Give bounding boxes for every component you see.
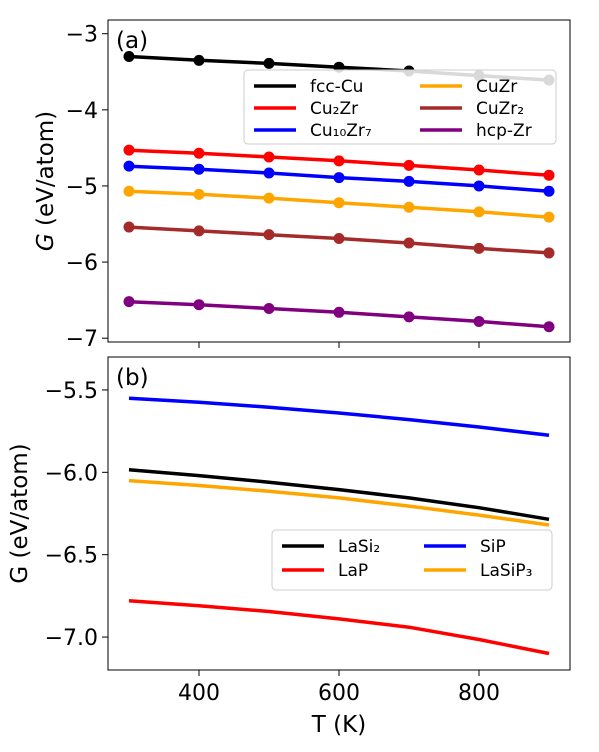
ytick-label: −4 [66, 99, 98, 124]
data-point [263, 57, 275, 69]
panel-b-legend: LaSi₂ LaP SiP LaSiP₃ [271, 529, 553, 591]
series-line [128, 468, 550, 522]
data-point [543, 211, 555, 223]
data-point [473, 315, 485, 327]
legend-entry: LaSiP₃ [480, 561, 532, 581]
data-point [263, 167, 275, 179]
data-point [403, 237, 415, 249]
data-point [403, 311, 415, 323]
legend-entry: SiP [480, 537, 506, 557]
ytick-label: −3 [66, 23, 98, 48]
panel-a-label: (a) [116, 28, 148, 54]
data-point [333, 155, 345, 167]
data-point [193, 299, 205, 311]
data-point [333, 232, 345, 244]
data-point [263, 229, 275, 241]
data-point [333, 172, 345, 184]
panel-a-ylabel-unit: (eV/atom) [33, 111, 59, 233]
legend-entry: hcp-Zr [476, 121, 532, 141]
data-point [123, 185, 135, 197]
panel-b-ticks: −5.5 −6.0 −6.5 −7.0 400 600 800 [45, 379, 500, 706]
data-point [473, 242, 485, 254]
ytick-label: −5.5 [45, 379, 98, 404]
ytick-label: −5 [66, 175, 98, 200]
data-point [193, 147, 205, 159]
xtick-label: 400 [178, 681, 220, 706]
panel-b-lines [128, 396, 550, 656]
legend-entry: LaP [338, 561, 368, 581]
ytick-label: −6 [66, 251, 98, 276]
xtick-label: 600 [318, 681, 360, 706]
data-point [263, 192, 275, 204]
legend-entry: fcc-Cu [310, 77, 363, 97]
legend-entry: CuZr [476, 77, 517, 97]
ytick-label: −6.5 [45, 544, 98, 569]
data-point [543, 185, 555, 197]
ytick-label: −6.0 [45, 461, 98, 486]
data-point [123, 296, 135, 308]
ytick-label: −7.0 [45, 626, 98, 651]
data-point [263, 303, 275, 315]
data-point [543, 247, 555, 259]
legend-box [271, 529, 553, 591]
data-point [193, 163, 205, 175]
panel-b-xlabel: T (K) [311, 712, 366, 738]
panel-a-ticks: −3 −4 −5 −6 −7 [66, 23, 480, 352]
legend-entry: Cu₁₀Zr₇ [310, 121, 372, 141]
ytick-label: −7 [66, 327, 98, 352]
data-point [403, 159, 415, 171]
data-point [123, 144, 135, 156]
data-point [403, 175, 415, 187]
data-point [333, 197, 345, 209]
panel-b: −5.5 −6.0 −6.5 −7.0 400 600 800 (b) G (eV/atom… [7, 356, 571, 738]
data-point [473, 180, 485, 192]
data-point [543, 169, 555, 181]
series-line [128, 396, 550, 438]
data-point [123, 221, 135, 233]
data-point [193, 225, 205, 237]
data-point [473, 164, 485, 176]
data-point [123, 51, 135, 63]
data-point [123, 160, 135, 172]
panel-b-frame [107, 356, 571, 671]
data-point [263, 151, 275, 163]
data-point [333, 306, 345, 318]
series-line [128, 599, 550, 656]
data-point [543, 321, 555, 333]
panel-a-ylabel: G (eV/atom) [33, 111, 59, 251]
panel-a-ylabel-symbol: G [33, 233, 59, 251]
legend-entry: LaSi₂ [338, 537, 380, 557]
data-point [193, 54, 205, 66]
legend-entry: Cu₂Zr [310, 99, 358, 119]
panel-b-label: (b) [116, 365, 149, 391]
legend-entry: CuZr₂ [476, 99, 524, 119]
legend-box [243, 69, 557, 145]
panel-b-ylabel: G (eV/atom) [7, 443, 33, 583]
xtick-label: 800 [458, 681, 500, 706]
panel-a: −3−4−5−6−7 (a) G (eV/atom) fcc-CuCu₂ZrCu… [33, 19, 571, 352]
series-line [128, 478, 550, 527]
data-point [193, 188, 205, 200]
data-point [473, 206, 485, 218]
data-point [403, 201, 415, 213]
